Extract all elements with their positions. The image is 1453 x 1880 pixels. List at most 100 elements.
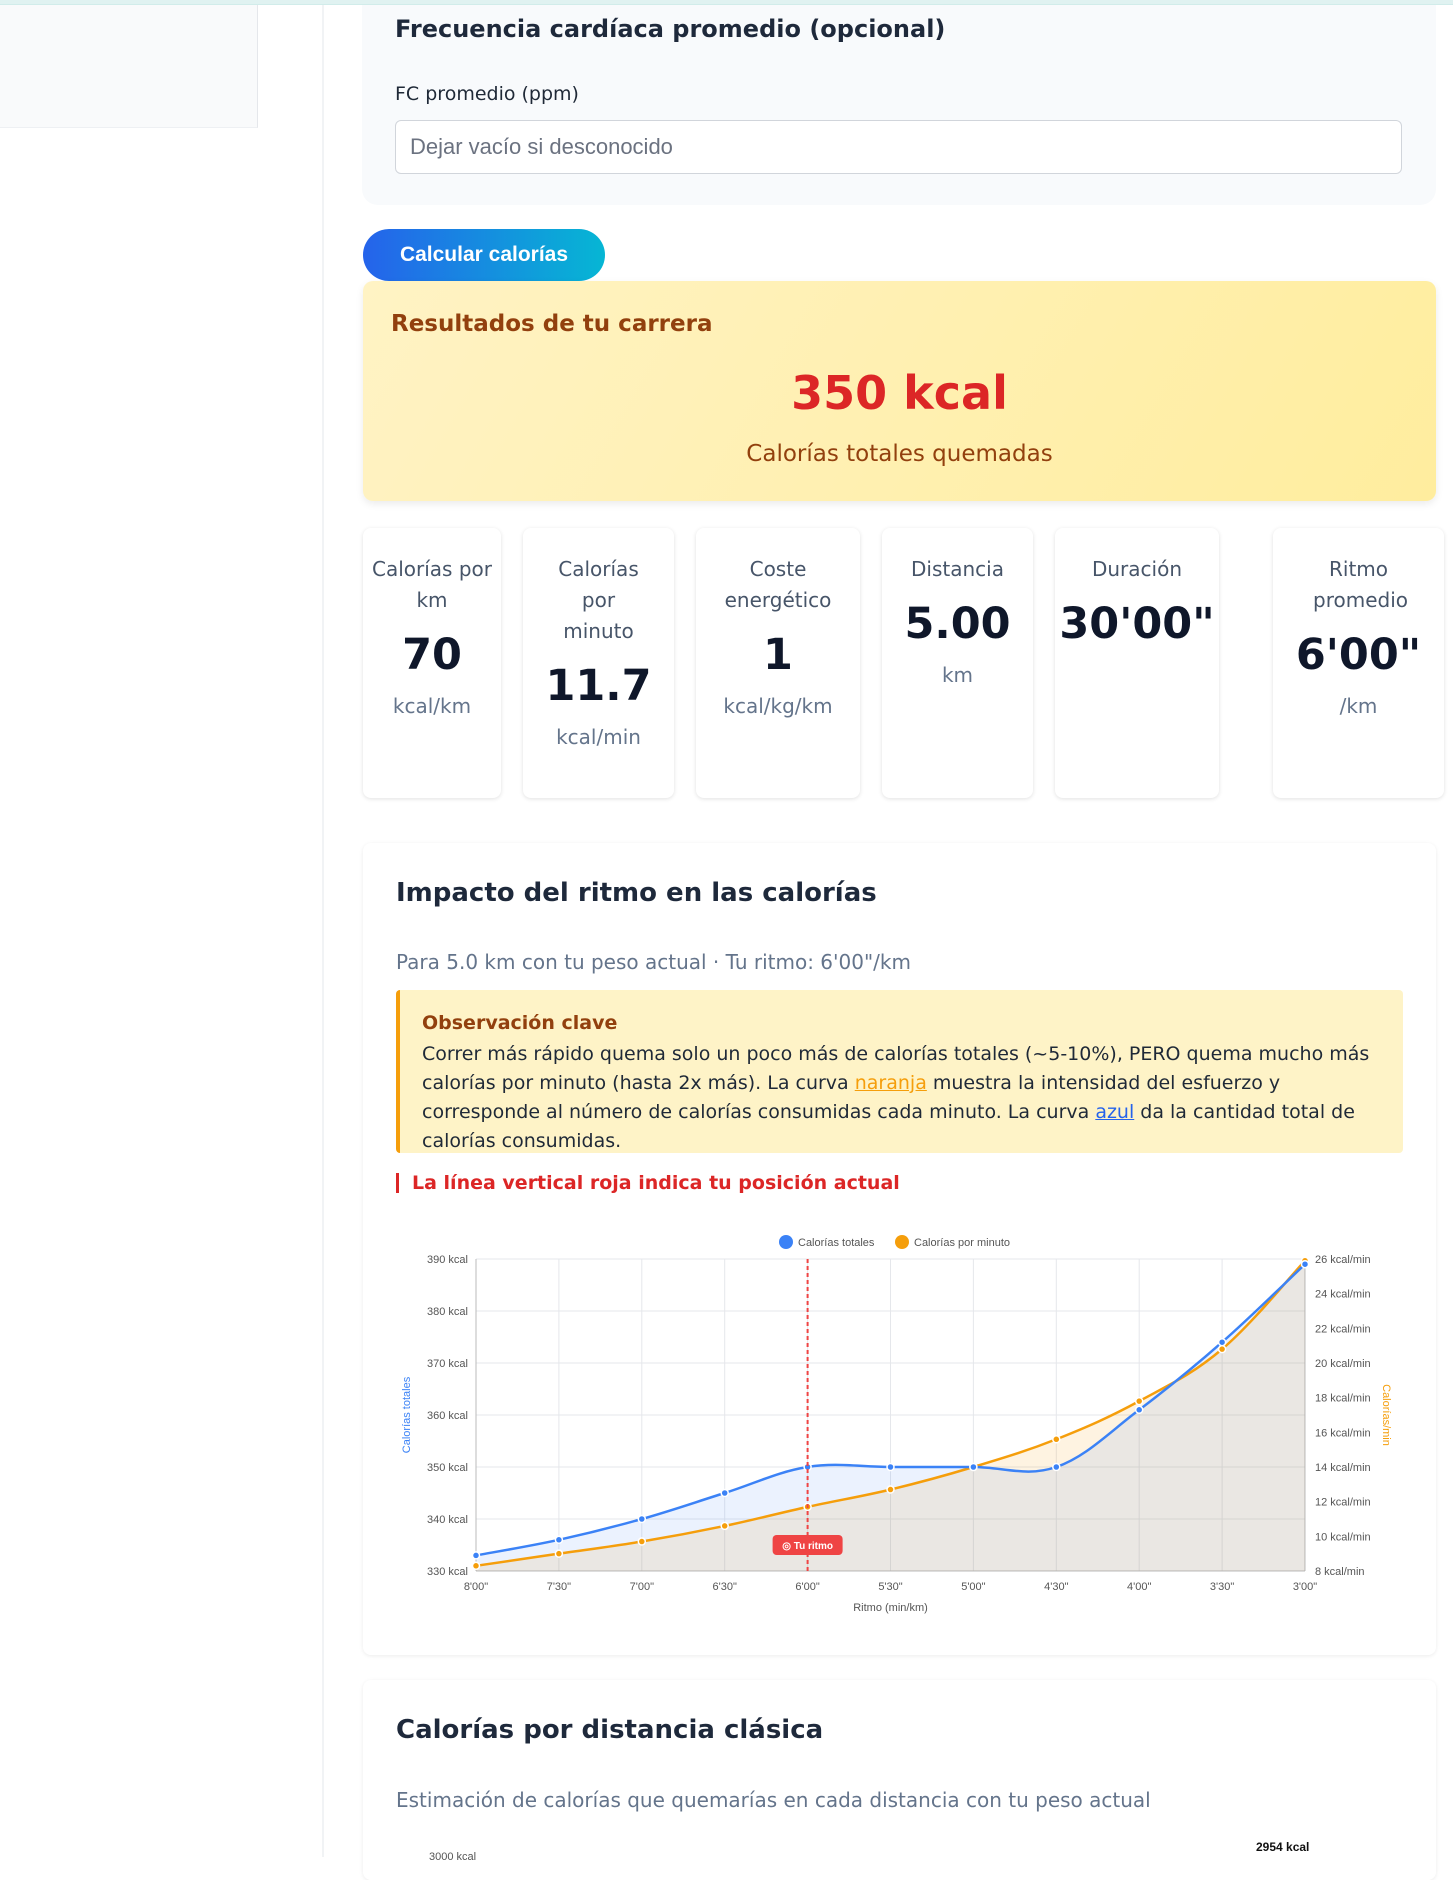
right-axis-tick: 12 kcal/min [1315, 1497, 1371, 1509]
per-minute-point [471, 1561, 481, 1571]
heart-rate-card: Frecuencia cardíaca promedio (opcional) … [362, 5, 1436, 205]
per-minute-point [1134, 1396, 1144, 1406]
total-calories-line [475, 1263, 1306, 1557]
calculate-calories-button[interactable]: Calcular calorías [363, 229, 605, 281]
stat-unit: /km [1339, 694, 1378, 718]
right-axis-tick: 26 kcal/min [1315, 1254, 1371, 1266]
total-calories-value: 350 kcal [791, 366, 1008, 420]
pace-impact-title: Impacto del ritmo en las calorías [396, 878, 877, 908]
stat-unit: kcal/km [392, 694, 472, 718]
red-line-note: La línea vertical roja indica tu posició… [396, 1173, 900, 1193]
results-title: Resultados de tu carrera [391, 311, 713, 337]
stat-label: Ritmo promedio [1313, 557, 1408, 612]
left-axis-tick: 370 kcal [427, 1358, 468, 1370]
key-observation-box: Observación clave Correr más rápido quem… [396, 990, 1403, 1153]
total-calories-point [1300, 1259, 1310, 1269]
left-axis-tick: 350 kcal [427, 1462, 468, 1474]
stat-value: 11.7 [545, 661, 652, 711]
x-axis-tick: 4'30" [1044, 1581, 1068, 1593]
stat-label: Coste energético [724, 557, 832, 612]
x-axis-tick: 6'30" [713, 1581, 737, 1593]
heart-rate-input[interactable] [395, 120, 1402, 174]
orange-curve-link[interactable]: naranja [854, 1072, 927, 1094]
stat-card-calories-per-minute: Calorías por minuto 11.7 kcal/min [523, 528, 674, 798]
stat-card-average-pace: Ritmo promedio 6'00" /km [1273, 528, 1444, 798]
per-minute-point [637, 1537, 647, 1546]
total-calories-point [554, 1535, 564, 1545]
stat-label: Distancia [911, 557, 1004, 581]
stat-label: Calorías por minuto [558, 557, 639, 643]
legend-total-swatch [779, 1235, 793, 1249]
x-axis-tick: 5'30" [878, 1581, 902, 1593]
heart-rate-title: Frecuencia cardíaca promedio (opcional) [395, 15, 946, 43]
total-calories-point [1134, 1405, 1144, 1415]
right-axis-tick: 10 kcal/min [1315, 1531, 1371, 1543]
right-axis-tick: 18 kcal/min [1315, 1393, 1371, 1405]
left-axis-tick: 390 kcal [427, 1254, 468, 1266]
x-axis-tick: 4'00" [1127, 1581, 1151, 1593]
legend-per-minute-swatch [895, 1235, 909, 1249]
observation-title: Observación clave [422, 1012, 618, 1034]
total-calories-point [969, 1462, 978, 1472]
left-axis-tick: 330 kcal [427, 1566, 468, 1578]
total-calories-label: Calorías totales quemadas [746, 441, 1053, 467]
left-axis-title: Calorías totales [401, 1376, 413, 1453]
pace-calories-chart: 390 kcal 380 kcal 370 kcal 360 kcal 350 kcal… [401, 1235, 1392, 1614]
total-calories-point [720, 1488, 729, 1498]
top-border [0, 0, 1453, 5]
stat-value: 30'00" [1059, 599, 1215, 649]
stat-value: 70 [402, 630, 462, 680]
distance-chart-top-label: 2954 kcal [1256, 1840, 1310, 1854]
stat-unit: kcal/min [556, 725, 641, 749]
stat-label: Duración [1091, 557, 1183, 581]
stat-value: 1 [763, 630, 793, 680]
total-calories-point [1217, 1337, 1227, 1347]
x-axis-tick: 5'00" [961, 1581, 985, 1593]
right-axis-title: Calorías/min [1380, 1384, 1392, 1446]
x-axis-title: Ritmo (min/km) [853, 1602, 928, 1614]
per-minute-point [554, 1549, 564, 1558]
blue-curve-link[interactable]: azul [1095, 1101, 1135, 1123]
pace-impact-card: Impacto del ritmo en las calorías Para 5… [363, 843, 1436, 1655]
stat-card-distance: Distancia 5.00 km [882, 528, 1033, 798]
heart-rate-label: FC promedio (ppm) [395, 83, 579, 105]
per-minute-point [720, 1521, 729, 1531]
total-calories-area [476, 1264, 1305, 1571]
per-minute-point [1052, 1435, 1061, 1444]
x-axis-tick: 7'00" [630, 1581, 654, 1593]
left-axis-tick: 360 kcal [427, 1410, 468, 1422]
per-minute-point [1217, 1344, 1227, 1354]
stat-card-duration: Duración 30'00" [1055, 528, 1219, 798]
right-axis-tick: 14 kcal/min [1315, 1462, 1371, 1474]
pace-impact-subtitle: Para 5.0 km con tu peso actual · Tu ritm… [396, 950, 911, 974]
content-divider [322, 5, 324, 1857]
legend-per-minute-label: Calorías por minuto [914, 1237, 1010, 1249]
sidebar-panel [0, 5, 258, 128]
classic-distance-subtitle: Estimación de calorías que quemarías en … [396, 1788, 1151, 1812]
right-axis-tick: 22 kcal/min [1315, 1323, 1371, 1335]
stat-value: 5.00 [904, 599, 1011, 649]
total-calories-point [1052, 1462, 1061, 1472]
distance-chart-y-tick: 3000 kcal [429, 1851, 477, 1863]
right-axis-tick: 20 kcal/min [1315, 1358, 1371, 1370]
total-calories-point [637, 1514, 647, 1524]
classic-distance-title: Calorías por distancia clásica [396, 1715, 824, 1745]
per-minute-point [886, 1485, 895, 1494]
x-axis-tick: 8'00" [464, 1581, 488, 1593]
right-axis-tick: 8 kcal/min [1315, 1566, 1365, 1578]
classic-distance-card: Calorías por distancia clásica Estimació… [363, 1680, 1436, 1880]
results-card: Resultados de tu carrera 350 kcal Calorí… [363, 281, 1436, 501]
x-axis-tick: 3'00" [1293, 1581, 1317, 1593]
legend-total-label: Calorías totales [798, 1237, 875, 1249]
observation-text: Correr más rápido quema solo un poco más… [422, 1043, 1370, 1152]
x-axis-tick: 6'00" [795, 1581, 819, 1593]
stat-unit: kcal/kg/km [723, 694, 833, 718]
right-axis-tick: 24 kcal/min [1315, 1289, 1371, 1301]
x-axis-tick: 3'30" [1210, 1581, 1234, 1593]
left-axis-tick: 380 kcal [427, 1306, 468, 1318]
stat-unit: km [941, 663, 974, 687]
stat-card-calories-per-km: Calorías por km 70 kcal/km [363, 528, 501, 798]
current-pace-marker [772, 1535, 843, 1555]
stat-card-energy-cost: Coste energético 1 kcal/kg/km [696, 528, 860, 798]
stat-label: Calorías por km [372, 557, 492, 612]
